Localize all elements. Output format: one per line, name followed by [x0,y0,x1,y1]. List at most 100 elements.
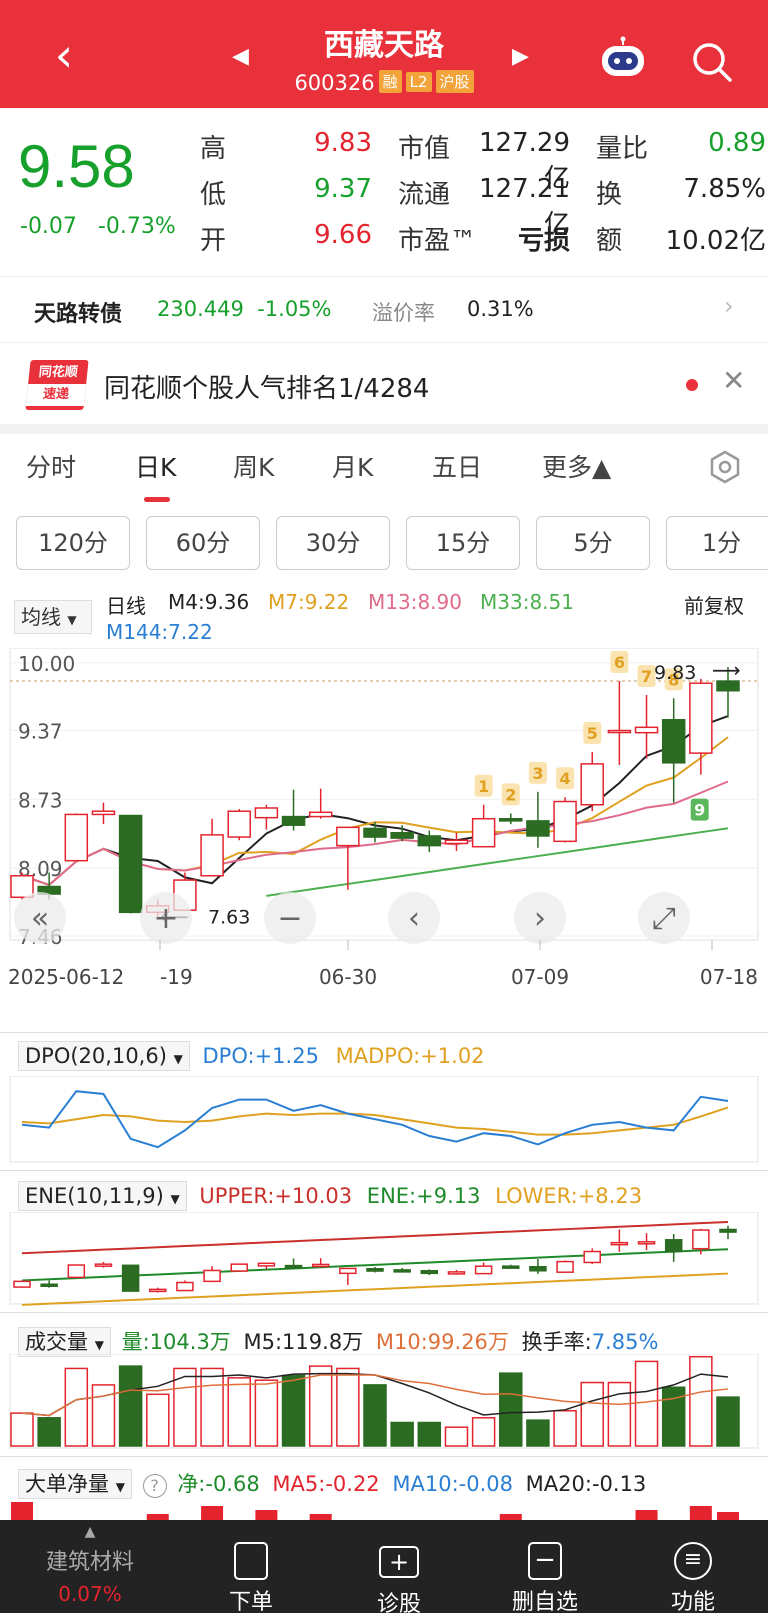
volume-bar [200,1367,224,1447]
chevron-right-icon[interactable]: › [724,292,734,320]
period-5min[interactable]: 5分 [536,516,650,570]
candle-body [149,1288,167,1293]
tab-intraday[interactable]: 分时 [26,453,77,482]
caret-up-icon: ▲ [84,1524,96,1540]
td-signal-badge [474,774,493,797]
logo-bottom: 速递 [25,384,87,406]
volume-bar [499,1372,523,1447]
ma-selector[interactable]: 均线 ▼ [14,600,92,634]
zoom-in-icon[interactable]: + [153,901,178,936]
tab-daily-k[interactable]: 日K [135,453,177,482]
td-signal-badge [637,665,656,688]
volume-bar [444,1426,469,1447]
candle-body [284,1264,303,1269]
candle-body [311,1263,330,1268]
volume-selector[interactable]: 成交量 ▼ [18,1327,111,1357]
candle-body [689,682,713,754]
tab-remove-watchlist[interactable]: − 删自选 [490,1520,600,1616]
period-15min[interactable]: 15分 [406,516,520,570]
tab-five-day[interactable]: 五日 [432,453,483,482]
news-headline[interactable]: 同花顺个股人气排名1/4284 [104,374,430,404]
tab-functions[interactable]: ≡ 功能 [638,1520,748,1616]
dropdown-caret-icon: ▼ [94,1338,104,1352]
bigorder-bar [201,1506,224,1520]
tab-diagnose[interactable]: + 诊股 [344,1520,454,1618]
ene-chart [9,1212,759,1306]
price-change: -0.07 -0.73% [20,214,176,239]
x-tick-label: 2025-06-12 [8,965,124,989]
settings-hexagon-icon[interactable] [708,450,742,484]
robot-icon[interactable] [598,36,648,82]
next-stock-arrow-icon[interactable]: ▶ [512,44,529,69]
dpo-title-row: DPO(20,10,6) ▼ DPO:+1.25 MADPO:+1.02 [18,1041,485,1071]
low-label: 低 [200,180,227,210]
volume-bar [173,1367,197,1447]
candle-body [529,1265,547,1272]
tab-weekly-k[interactable]: 周K [233,453,275,482]
chevron-left-icon[interactable]: ‹ [54,28,74,82]
dropdown-caret-icon: ▼ [67,613,77,627]
bigorder-ma10: MA10:-0.08 [392,1472,513,1496]
zoom-in-icon-bg[interactable] [140,892,192,944]
tab-order[interactable]: 下单 [196,1520,306,1616]
sector-tab[interactable]: ▲ 建筑材料 0.07% [20,1520,160,1613]
candlestick-chart[interactable]: 10.009.378.738.097.461234567899.83⟶⟵7.63… [0,648,768,1028]
chart-frame [9,1076,759,1163]
header-bar: ‹ ◀ 西藏天路 600326 融 L2 沪股 ▶ [0,0,768,108]
pan-right-icon-bg[interactable] [514,892,566,944]
candle-body [390,831,414,839]
high-label: 高 [200,134,227,164]
ene-value: ENE:+9.13 [366,1184,481,1208]
chart-frame [9,1354,759,1449]
search-icon[interactable] [690,40,734,84]
help-icon[interactable]: ? [142,1474,167,1498]
zoom-out-fast-icon[interactable]: « [31,901,49,936]
zoom-minus-icon[interactable]: − [277,901,302,936]
candle-body [91,810,116,816]
logo-top: 同花顺 [38,365,79,380]
period-1min[interactable]: 1分 [666,516,768,570]
td-signal-label: 4 [560,769,571,788]
ene-selector[interactable]: ENE(10,11,9) ▼ [18,1181,187,1211]
close-icon[interactable]: ✕ [722,364,746,397]
td-signal-label: 8 [668,670,679,689]
prev-stock-arrow-icon[interactable]: ◀ [232,44,249,69]
volume-bar [118,1365,143,1447]
zoom-out-fast-icon-bg[interactable] [14,892,66,944]
ths-news-logo: 同花顺 速递 [25,360,89,410]
candle-body [10,875,34,899]
volume-bar [91,1384,116,1447]
section-separator [0,424,768,434]
ene-upper-value: UPPER:+10.03 [199,1184,353,1208]
period-120min[interactable]: 120分 [16,516,130,570]
candle-body [366,1267,384,1272]
dpo-selector[interactable]: DPO(20,10,6) ▼ [18,1041,190,1071]
volume-bar [526,1419,550,1447]
tab-monthly-k[interactable]: 月K [332,453,374,482]
ene-lower-line [21,1272,729,1306]
zoom-minus-icon-bg[interactable] [264,892,316,944]
ma13-label: M13:8.90 [368,590,462,614]
period-60min[interactable]: 60分 [146,516,260,570]
candle-body [716,680,740,692]
bigorder-selector[interactable]: 大单净量 ▼ [18,1469,132,1499]
pan-right-icon[interactable]: › [534,901,546,936]
stock-name: 西藏天路 [324,28,444,63]
fullscreen-icon-bg[interactable] [638,892,690,944]
exchange-tag: 沪股 [435,70,474,93]
bond-value: 230.449 [157,297,244,321]
period-30min[interactable]: 30分 [276,516,390,570]
fullscreen-icon[interactable]: ⤢ [652,901,676,936]
candle-body [308,811,333,818]
adjust-mode[interactable]: 前复权 [684,594,744,618]
current-price: 9.58 [18,133,135,200]
bigorder-net: 净:-0.68 [177,1472,260,1496]
remove-watchlist-icon: − [528,1542,562,1580]
candle-body [363,827,387,838]
sector-change: 0.07% [58,1582,122,1606]
pan-left-icon-bg[interactable] [388,892,440,944]
volume-bar [336,1367,360,1447]
candle-body [719,1228,737,1233]
tab-more[interactable]: 更多▲ [542,453,612,482]
pan-left-icon[interactable]: ‹ [408,901,420,936]
